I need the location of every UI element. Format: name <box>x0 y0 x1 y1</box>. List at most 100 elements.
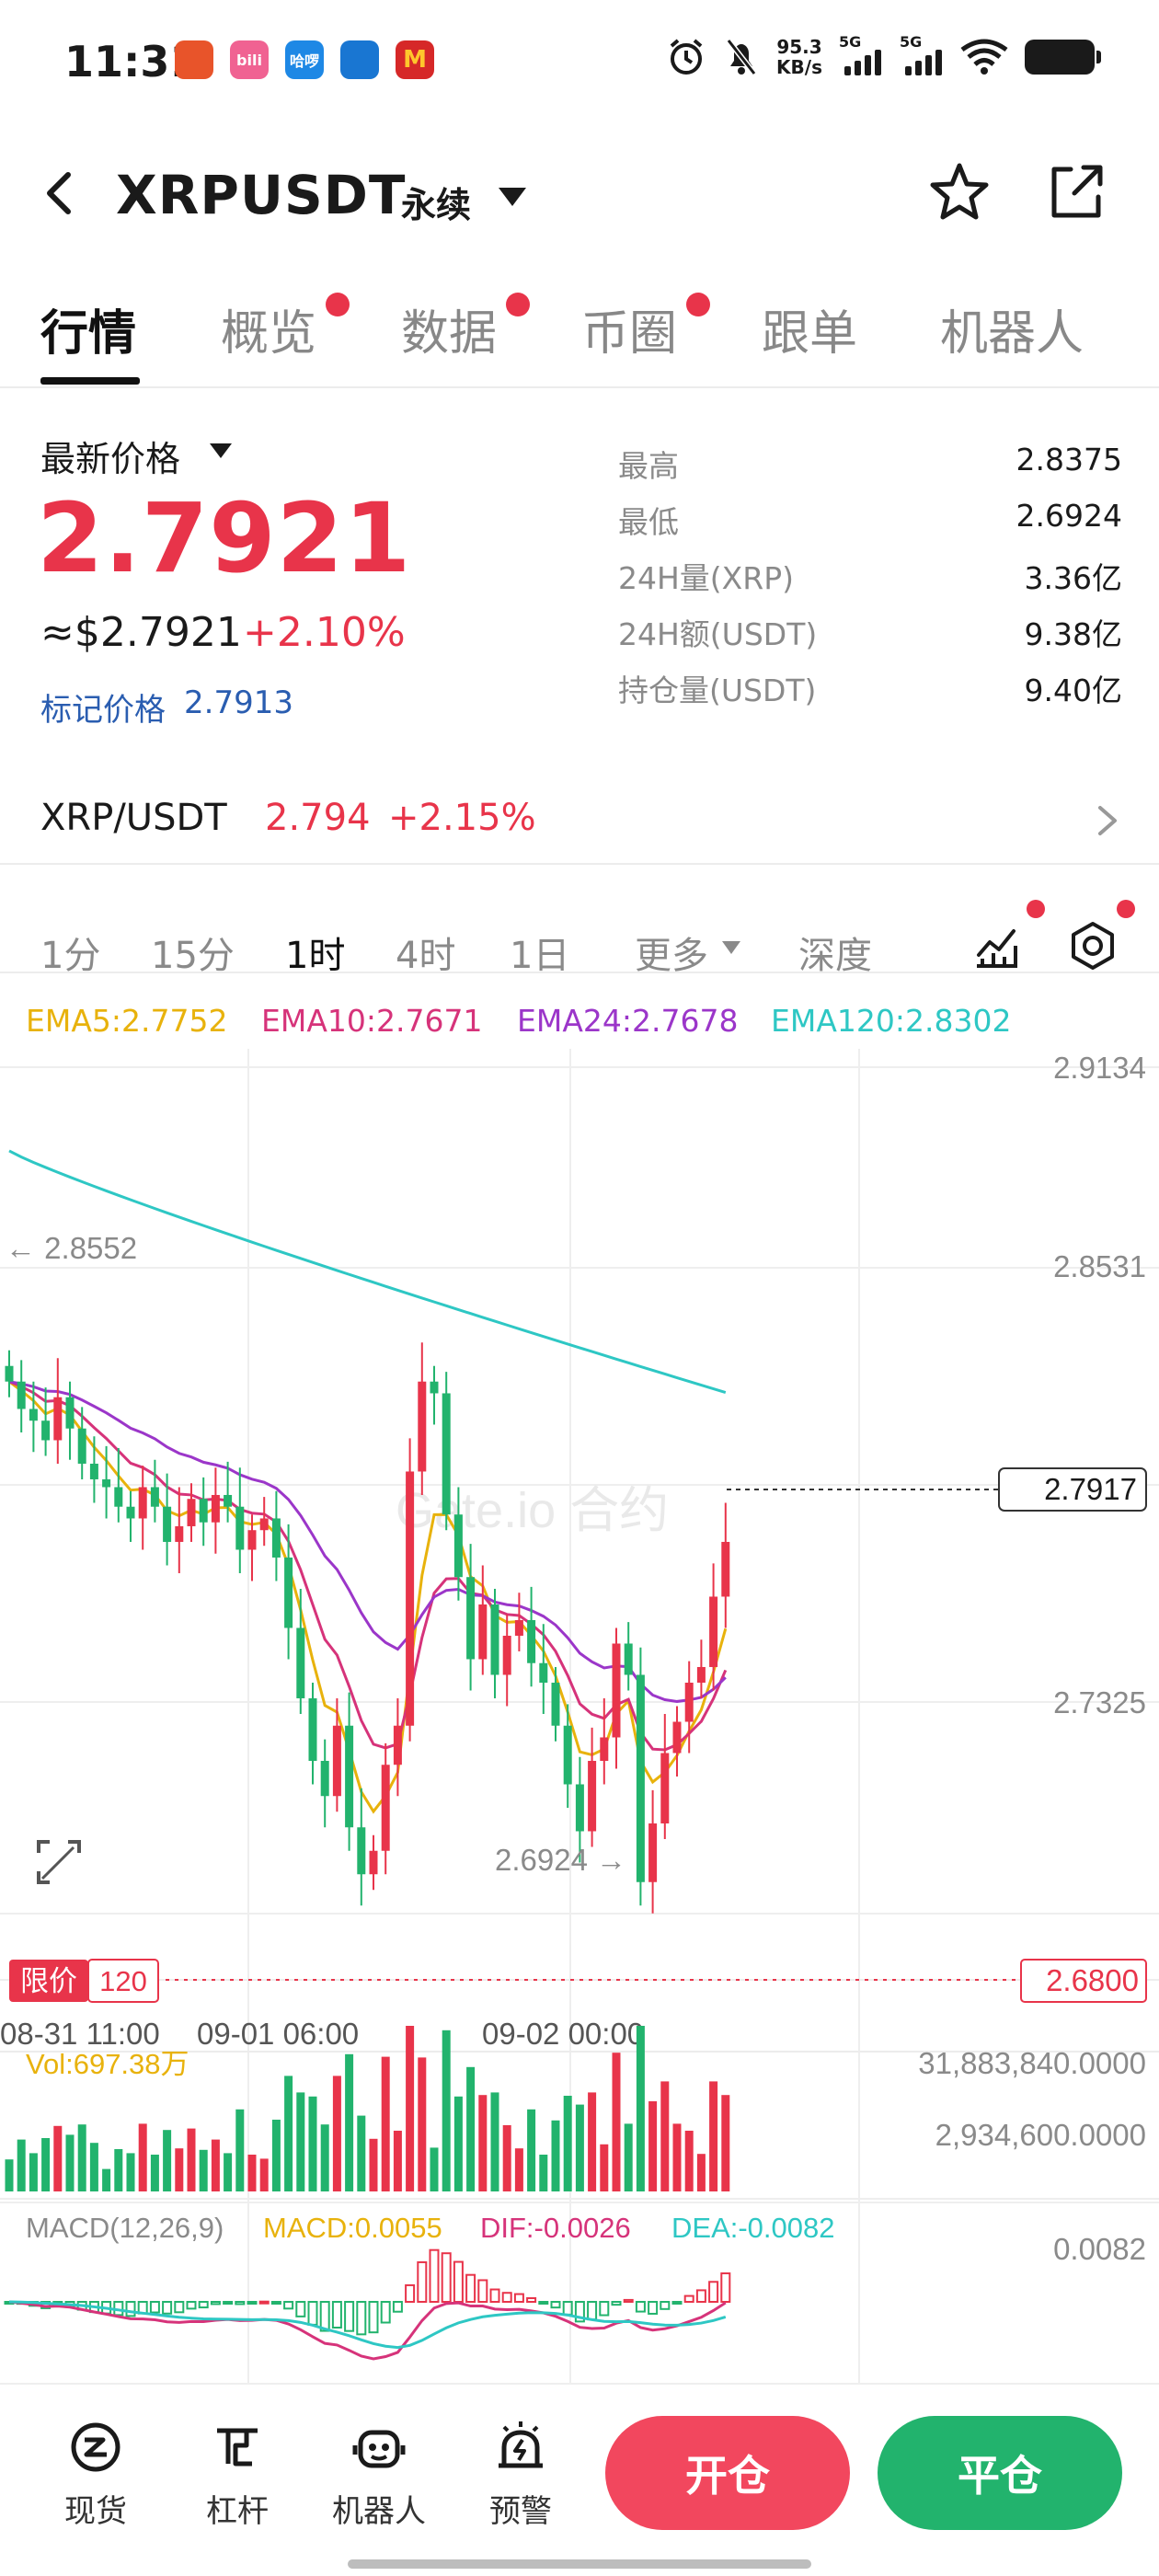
chevron-right-icon[interactable] <box>1096 804 1119 837</box>
main-tabs: 行情 概览 数据 币圈 跟单 机器人 <box>0 285 1159 388</box>
favorite-star-icon[interactable] <box>927 160 992 224</box>
expand-icon[interactable] <box>37 1840 81 1884</box>
volume-bar <box>284 2076 293 2191</box>
volume-bar <box>660 2081 670 2191</box>
tab-bot[interactable]: 机器人 <box>940 306 1084 362</box>
candle <box>563 1725 572 1785</box>
last-price: 2.7921 <box>37 482 412 594</box>
volume-bar <box>308 2096 317 2191</box>
macd-bar <box>526 2297 537 2303</box>
candle <box>453 1514 463 1578</box>
candle <box>114 1487 123 1507</box>
macd-bar <box>270 2301 281 2305</box>
home-indicator <box>348 2559 811 2569</box>
y-axis-label: 2.7325 <box>1053 1685 1146 1719</box>
candle <box>308 1697 317 1761</box>
spot-pair-row[interactable]: XRP/USDT 2.794 +2.15% <box>0 773 1159 865</box>
caret-down-icon[interactable] <box>497 186 528 208</box>
volume-bar <box>126 2153 135 2191</box>
high-marker: ← 2.8552 <box>6 1231 137 1265</box>
contract-type-label[interactable]: 永续 <box>401 185 472 225</box>
candle <box>514 1619 523 1636</box>
macd-bar <box>380 2301 391 2324</box>
volume-bar <box>175 2148 184 2191</box>
candle <box>345 1725 354 1828</box>
interval-15m[interactable]: 15分 <box>151 935 235 977</box>
macd-bar <box>599 2301 610 2317</box>
open-position-button[interactable]: 开仓 <box>605 2416 850 2530</box>
candle <box>224 1494 233 1507</box>
caret-down-icon[interactable] <box>721 940 741 955</box>
candle <box>284 1557 293 1628</box>
back-icon[interactable] <box>33 166 88 221</box>
settings-hexagon-icon[interactable] <box>1065 918 1120 973</box>
signal-icon-1: 5G <box>839 33 883 75</box>
limit-order-badge[interactable] <box>9 1960 88 2002</box>
macd-bar <box>671 2301 683 2305</box>
pair-title[interactable]: XRPUSDT <box>116 164 407 226</box>
volume-bar <box>672 2123 682 2191</box>
kline-chart[interactable]: Gate.io 合约 2.9134 2.8531 2.7325 ← 2.8552… <box>0 1040 1159 2383</box>
close-position-button[interactable]: 平仓 <box>878 2416 1122 2530</box>
macd-bar <box>331 2301 342 2329</box>
volume-bar <box>600 2144 609 2191</box>
limit-order-qty: 120 <box>99 1965 147 1997</box>
interval-1m[interactable]: 1分 <box>40 935 101 977</box>
candle <box>418 1381 427 1472</box>
stat-row: 持仓量(USDT) 9.40亿 <box>618 673 1122 708</box>
volume-bar <box>636 2026 645 2191</box>
overview-dot-badge <box>326 293 350 316</box>
interval-more[interactable]: 更多 <box>635 935 708 977</box>
candle <box>660 1753 670 1823</box>
nav-bot[interactable]: 机器人 <box>324 2418 434 2531</box>
mute-bell-icon <box>726 39 757 75</box>
share-icon[interactable] <box>1043 160 1107 224</box>
candle <box>259 1518 269 1531</box>
caret-down-icon[interactable] <box>208 442 234 460</box>
latest-price-label[interactable]: 最新价格 <box>40 439 181 479</box>
interval-depth[interactable]: 深度 <box>798 935 872 977</box>
interval-4h[interactable]: 4时 <box>396 935 456 977</box>
macd-bar <box>489 2288 500 2304</box>
volume-bar <box>502 2125 511 2191</box>
interval-1h[interactable]: 1时 <box>285 935 346 977</box>
candle <box>369 1850 378 1875</box>
volume-bar <box>418 2057 427 2191</box>
volume-bar <box>563 2096 572 2191</box>
macd-bar <box>550 2301 561 2309</box>
pair-header: XRPUSDT 永续 <box>0 147 1159 239</box>
interval-1d[interactable]: 1日 <box>510 935 570 977</box>
candle <box>187 1499 196 1526</box>
indicator-chart-icon[interactable] <box>970 918 1025 973</box>
candle <box>65 1397 75 1429</box>
usd-price: ≈$2.7921 <box>40 609 242 656</box>
macd-lines <box>8 2300 727 2361</box>
candle <box>600 1737 609 1761</box>
macd-axis-label: 0.0082 <box>1053 2232 1146 2266</box>
nav-spot[interactable]: 现货 <box>40 2418 151 2531</box>
candle <box>502 1635 511 1675</box>
tab-overview[interactable]: 概览 <box>221 306 317 362</box>
candle <box>296 1627 305 1698</box>
nav-margin[interactable]: 杠杆 <box>182 2418 293 2531</box>
volume-bar <box>320 2124 329 2191</box>
spot-icon <box>71 2422 120 2472</box>
hello-icon: 哈啰 <box>285 40 324 79</box>
macd-bar <box>453 2260 464 2303</box>
tab-community[interactable]: 币圈 <box>581 306 678 362</box>
volume-bar <box>575 2104 584 2191</box>
status-indicators: 95.3 KB/s 5G 5G <box>666 33 1101 77</box>
candle <box>357 1827 366 1875</box>
tab-market[interactable]: 行情 <box>40 306 137 362</box>
macd-bar <box>307 2301 318 2326</box>
nav-alert[interactable]: 预警 <box>465 2418 576 2531</box>
tab-data[interactable]: 数据 <box>401 306 498 362</box>
candle <box>442 1393 451 1515</box>
x-axis-label: 08-31 11:00 <box>0 2017 160 2051</box>
tab-copy-trade[interactable]: 跟单 <box>762 306 858 362</box>
macd-bar <box>186 2301 197 2310</box>
volume-bar <box>65 2134 75 2191</box>
volume-bar <box>17 2139 26 2191</box>
volume-bar <box>684 2131 694 2191</box>
volume-bar <box>406 2026 415 2191</box>
